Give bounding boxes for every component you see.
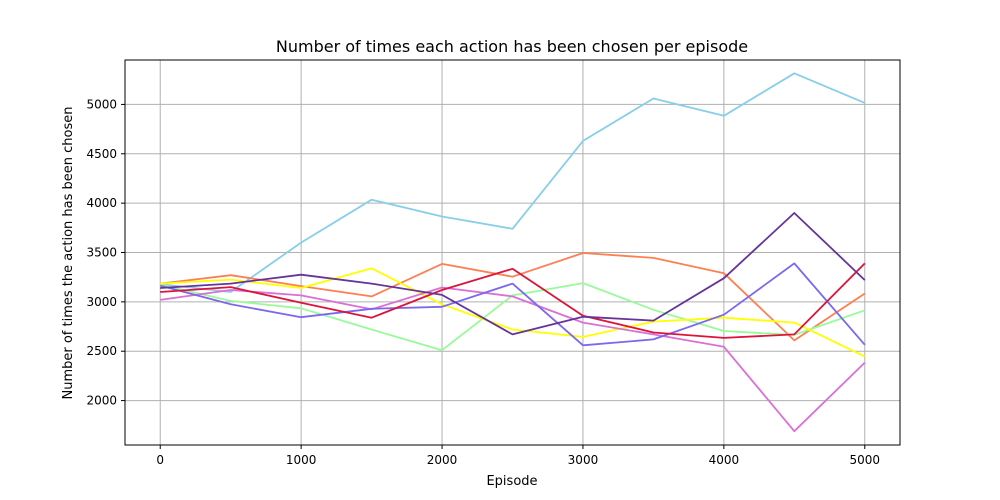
series-line-2 [160, 252, 866, 342]
y-tick-label: 3500 [86, 246, 117, 260]
chart-title: Number of times each action has been cho… [276, 37, 748, 56]
y-tick-label: 4000 [86, 196, 117, 210]
x-tick-label: 0 [156, 453, 164, 467]
y-tick-label: 2500 [86, 344, 117, 358]
series-line-3 [159, 282, 866, 352]
series-line-5 [160, 286, 866, 433]
axis-ticks: 0 1000 2000 3000 4000 5000 2000 2500 3000 3500 400… [86, 97, 880, 467]
y-tick-label: 2000 [86, 394, 117, 408]
x-tick-label: 5000 [849, 453, 880, 467]
series-line-1 [160, 72, 866, 293]
y-tick-label: 5000 [86, 97, 117, 111]
series-line-4 [160, 267, 866, 358]
y-axis-label: Number of times the action has been chos… [61, 107, 76, 400]
series-line-8 [160, 212, 866, 336]
y-tick-label: 3000 [86, 295, 117, 309]
x-tick-label: 4000 [709, 453, 740, 467]
x-tick-label: 1000 [286, 453, 317, 467]
series-lines [159, 72, 866, 433]
x-tick-label: 2000 [427, 453, 458, 467]
y-tick-label: 4500 [86, 147, 117, 161]
series-line-7 [160, 262, 866, 339]
x-axis-label: Episode [486, 474, 537, 489]
grid [125, 60, 900, 445]
x-tick-label: 3000 [568, 453, 599, 467]
series-line-6 [159, 262, 866, 347]
